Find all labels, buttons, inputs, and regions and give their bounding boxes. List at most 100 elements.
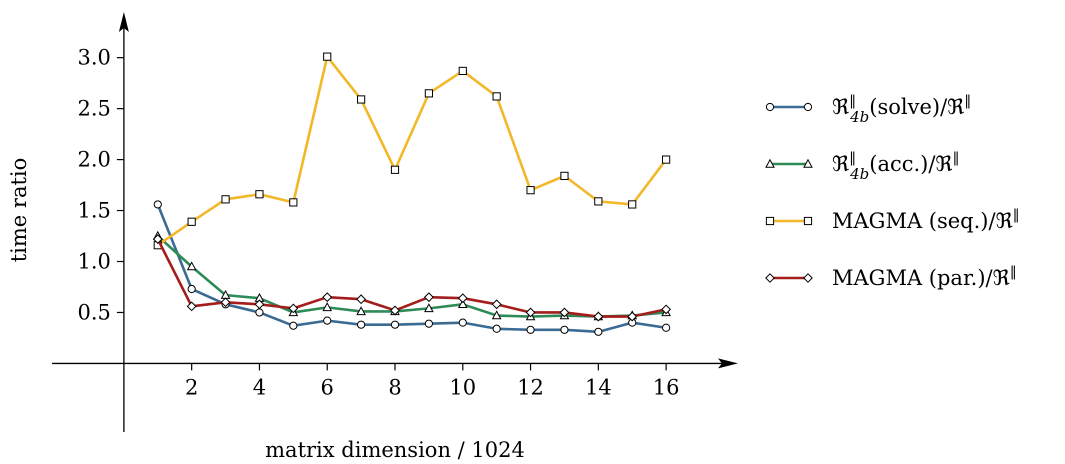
legend-label-part: ℜ (832, 152, 849, 176)
y-tick-label: 3.0 (77, 46, 110, 70)
x-ticks: 2 4 6 8 10 12 14 16 (185, 363, 679, 399)
data-point (322, 292, 333, 303)
legend-label: MAGMA (seq.)/ℜ‖ (832, 207, 1020, 233)
y-axis-title: time ratio (7, 158, 31, 263)
y-tick-label: 2.0 (77, 148, 110, 172)
data-point (457, 299, 468, 309)
data-point (323, 316, 332, 325)
x-tick-label: 14 (585, 375, 612, 399)
x-tick-label: 10 (449, 375, 476, 399)
legend-item-3: MAGMA (par.)/ℜ‖ (765, 264, 1017, 290)
data-point (661, 304, 672, 315)
data-point (458, 66, 467, 76)
legend-label-part: ‖ (849, 150, 856, 166)
data-point (255, 308, 264, 317)
data-point (458, 318, 467, 327)
x-tick-label: 2 (185, 375, 198, 399)
legend-marker-end (803, 273, 813, 283)
series-layer (152, 52, 672, 336)
data-point (594, 327, 603, 336)
data-point (594, 197, 603, 206)
y-tick-label: 1.0 (77, 250, 110, 274)
data-point (525, 307, 536, 318)
legend-marker-start (765, 216, 775, 226)
data-point (186, 261, 197, 271)
series-0 (153, 200, 671, 336)
series-2 (153, 52, 671, 250)
legend-label: MAGMA (par.)/ℜ‖ (832, 264, 1017, 290)
data-point (560, 171, 569, 180)
data-point (662, 323, 671, 332)
legend-label-part: ℜ (832, 95, 849, 119)
data-point (289, 198, 298, 207)
legend-label-part: 4b (849, 165, 869, 183)
legend-marker-start (765, 273, 775, 283)
legend-label-part: ‖ (964, 93, 971, 109)
data-point (628, 200, 637, 209)
data-point (560, 325, 569, 334)
x-axis-arrowhead (718, 358, 738, 369)
y-ticks: 0.5 1.0 1.5 2.0 2.5 3.0 (77, 46, 124, 324)
y-axis-arrowhead (118, 12, 129, 32)
data-point (187, 284, 196, 294)
legend-label-part: MAGMA (par.)/ℜ (832, 266, 1010, 290)
data-point (457, 293, 468, 304)
series-line (156, 235, 667, 318)
data-point (356, 294, 367, 305)
data-point (288, 303, 299, 314)
data-point (221, 195, 230, 204)
data-point (492, 324, 501, 333)
data-point (187, 217, 196, 226)
legend-label-part: (solve)/ℜ (869, 95, 964, 119)
legend-label-part: ‖ (1013, 207, 1020, 223)
x-tick-label: 8 (388, 375, 401, 399)
data-point (390, 165, 400, 174)
legend-marker-end (803, 102, 813, 112)
y-tick-label: 0.5 (77, 300, 110, 324)
data-point (526, 325, 535, 334)
data-point (323, 52, 332, 61)
legend: ℜ‖ 4b(solve)/ℜ‖ℜ‖ 4b(acc.)/ℜ‖MAGMA (seq.)/… (765, 93, 1020, 290)
legend-marker-end (803, 158, 813, 168)
data-point (526, 186, 535, 195)
data-point (424, 303, 434, 313)
data-point (289, 321, 298, 330)
data-point (254, 299, 265, 310)
data-point (153, 200, 162, 209)
data-point (593, 311, 604, 322)
x-tick-label: 12 (517, 375, 544, 399)
x-tick-label: 4 (253, 375, 266, 399)
data-point (627, 311, 638, 322)
legend-item-2: MAGMA (seq.)/ℜ‖ (765, 207, 1020, 233)
data-point (220, 297, 231, 308)
data-point (357, 320, 366, 329)
legend-label-part: 4b (849, 108, 869, 126)
data-point (357, 95, 366, 104)
legend-label: ℜ‖ 4b(solve)/ℜ‖ (832, 93, 971, 126)
legend-item-0: ℜ‖ 4b(solve)/ℜ‖ (765, 93, 971, 126)
legend-marker-start (765, 158, 775, 168)
x-tick-label: 16 (653, 375, 680, 399)
data-point (492, 92, 501, 101)
y-tick-label: 1.5 (77, 199, 110, 223)
series-line (157, 55, 668, 247)
x-axis-title: matrix dimension / 1024 (265, 438, 525, 462)
legend-label-part: ‖ (849, 93, 856, 109)
data-point (186, 301, 197, 312)
legend-marker-start (765, 102, 775, 112)
data-point (152, 234, 163, 244)
data-point (424, 319, 433, 328)
legend-item-1: ℜ‖ 4b(acc.)/ℜ‖ (765, 150, 960, 183)
axes: 2 4 6 8 10 12 14 16 0.5 1.0 1.5 2.0 2.5 3.0 matrix d… (7, 12, 738, 462)
data-point (255, 190, 264, 199)
data-point (322, 302, 333, 312)
legend-label-part: MAGMA (seq.)/ℜ (832, 209, 1013, 233)
x-tick-label: 6 (321, 375, 334, 399)
data-point (424, 89, 433, 98)
legend-label-part: ‖ (953, 150, 960, 166)
data-point (390, 320, 400, 329)
data-point (662, 155, 671, 164)
legend-marker-end (803, 216, 813, 226)
